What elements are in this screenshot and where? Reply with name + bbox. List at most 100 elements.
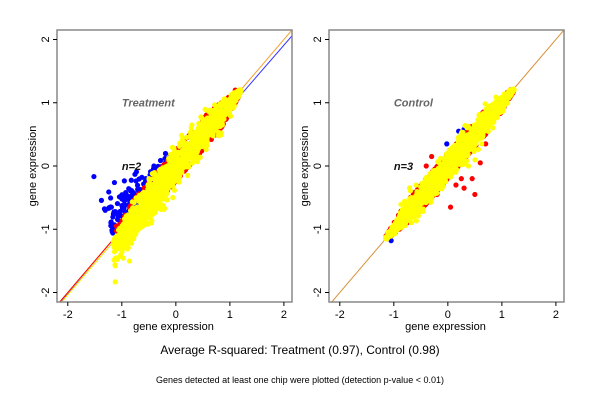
data-point-yellow (118, 229, 124, 235)
x-axis-title: gene expression (405, 321, 486, 333)
y-tick-label: -2 (312, 288, 324, 298)
data-point-blue (106, 189, 112, 195)
data-point-yellow (127, 219, 133, 225)
data-point-yellow (485, 104, 492, 110)
data-point-yellow (475, 146, 482, 153)
data-point-yellow (171, 177, 177, 183)
data-point-yellow (150, 187, 156, 193)
y-tick-label: -1 (40, 224, 52, 234)
data-point-yellow (164, 164, 171, 170)
data-point-yellow (191, 141, 197, 147)
data-point-yellow (449, 147, 456, 153)
data-point-yellow (454, 145, 460, 151)
y-tick-label: 0 (40, 163, 52, 169)
x-tick-label: 2 (553, 309, 559, 321)
data-point-yellow (189, 160, 195, 166)
data-point-yellow (186, 147, 192, 153)
data-point-yellow (407, 188, 414, 194)
panel-treatment: -2 -1 0 1 2 -2 -1 0 1 2 gene expression gene expres… (27, 29, 293, 333)
data-point-yellow (176, 176, 182, 182)
data-point-blue (133, 169, 140, 175)
data-point-yellow (125, 224, 131, 230)
x-tick-label: -1 (117, 309, 127, 321)
data-point-yellow (141, 202, 147, 208)
data-point-blue (125, 196, 132, 202)
y-tick-label: -1 (312, 224, 324, 234)
data-point-yellow (136, 209, 142, 216)
data-point-yellow (133, 206, 139, 212)
data-point-yellow (133, 195, 139, 201)
data-point-blue (134, 182, 141, 188)
data-point-yellow (427, 179, 434, 185)
data-point-yellow (460, 159, 466, 165)
x-tick-label: 2 (281, 309, 287, 321)
y-axis-title: gene expression (27, 126, 39, 207)
data-point-yellow (193, 153, 199, 160)
reference-line-lower-yellow (61, 231, 123, 302)
y-tick-label: 2 (312, 36, 324, 42)
data-point-yellow (184, 160, 190, 166)
data-point-yellow (135, 214, 142, 220)
data-point-yellow (453, 167, 460, 173)
data-point-yellow (121, 221, 127, 227)
data-point-yellow (153, 192, 159, 198)
data-point-blue (121, 178, 127, 184)
panel-control: -2 -1 0 1 2 -2 -1 0 1 2 gene expression gene expres… (299, 29, 565, 333)
data-point-yellow (465, 163, 472, 169)
data-point-yellow (499, 97, 506, 103)
data-point-yellow (490, 125, 496, 131)
panel-title: Treatment (122, 98, 176, 110)
sample-count-label: n=2 (122, 161, 141, 173)
data-point-yellow (449, 154, 455, 160)
x-axis-title: gene expression (133, 321, 214, 333)
data-point-yellow (413, 182, 419, 188)
data-point-blue (162, 150, 169, 157)
data-point-blue (111, 179, 118, 186)
data-point-yellow (506, 92, 512, 99)
data-point-blue (121, 196, 127, 202)
data-point-yellow (154, 197, 160, 203)
x-tick-label: 0 (173, 309, 179, 321)
data-point-yellow (450, 158, 456, 165)
data-point-yellow (171, 145, 177, 151)
data-point-yellow (494, 104, 500, 110)
data-point-red (483, 141, 489, 147)
data-point-yellow (486, 119, 492, 125)
data-point-yellow (190, 135, 196, 141)
data-point-yellow (158, 206, 164, 213)
data-point-yellow (136, 198, 142, 204)
data-point-yellow (467, 132, 473, 138)
data-point-yellow (473, 127, 479, 134)
data-point-yellow (483, 125, 489, 131)
data-point-yellow (123, 242, 129, 248)
data-point-yellow (164, 197, 170, 203)
data-point-yellow (235, 93, 241, 99)
data-point-yellow (171, 187, 178, 193)
data-point-red (472, 191, 478, 198)
data-point-yellow (185, 155, 191, 161)
data-point-yellow (180, 139, 186, 145)
x-tick-label: -2 (63, 309, 73, 321)
data-point-yellow (205, 123, 212, 129)
data-point-yellow (401, 205, 407, 212)
data-point-yellow (146, 210, 152, 217)
data-point-yellow (410, 211, 416, 217)
data-point-yellow (430, 169, 436, 175)
plot-area (59, 30, 292, 302)
data-point-yellow (429, 185, 436, 191)
data-point-yellow (407, 215, 413, 221)
data-point-yellow (479, 119, 485, 125)
data-point-yellow (156, 188, 162, 194)
data-point-yellow (149, 218, 155, 224)
data-point-yellow (112, 241, 118, 247)
data-point-yellow (209, 132, 215, 138)
data-point-yellow (462, 137, 468, 144)
data-point-yellow (203, 142, 210, 149)
data-point-yellow (112, 279, 118, 285)
data-point-red (447, 204, 454, 210)
data-point-yellow (509, 86, 515, 93)
data-point-yellow (446, 167, 453, 173)
data-point-yellow (442, 160, 448, 166)
data-point-yellow (229, 100, 236, 106)
